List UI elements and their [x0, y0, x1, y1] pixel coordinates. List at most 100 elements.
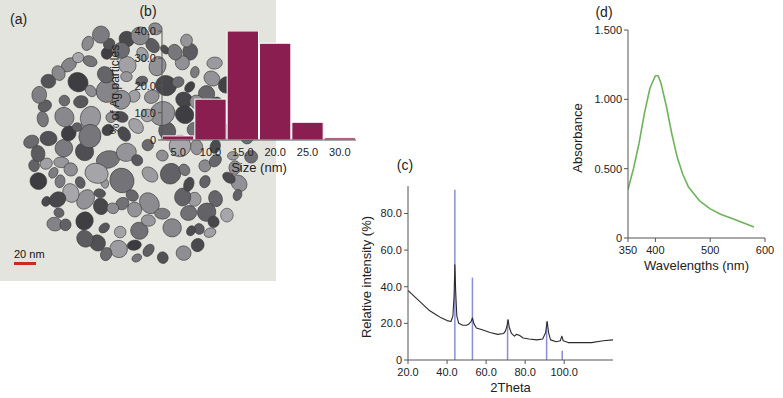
x-axis [162, 140, 356, 141]
bar [163, 136, 194, 140]
particle [83, 83, 99, 99]
y-tick-label: 20.0 [381, 317, 402, 329]
particle [221, 208, 234, 222]
particle [206, 214, 221, 229]
x-tick-label: 10.0 [200, 146, 221, 158]
y-tick-label: 20.0 [135, 80, 156, 92]
x-tick-label: 80.0 [514, 366, 535, 378]
uvvis-panel: 0 0.500 1.000 1.500 350 400 500 600 Wavelengths … [570, 4, 774, 273]
bar [195, 99, 226, 140]
particle [155, 208, 171, 219]
y-tick [404, 250, 408, 251]
x-tick [408, 360, 409, 364]
particle [198, 174, 212, 189]
bar [227, 31, 258, 140]
x-axis-label: Wavelengths (nm) [644, 258, 749, 273]
x-tick-label: 5.0 [171, 146, 186, 158]
bar [292, 122, 323, 140]
particle [106, 202, 120, 215]
particle [140, 214, 156, 228]
y-tick-label: 1.500 [594, 24, 622, 36]
y-tick-label: 0 [616, 232, 622, 244]
x-tick [564, 360, 565, 364]
particle [97, 221, 111, 235]
scale-bar [14, 262, 36, 265]
y-tick-label: 0 [150, 134, 156, 146]
y-axis-label: Absorbance [570, 103, 585, 172]
y-tick [158, 31, 162, 32]
particle [131, 252, 143, 263]
y-axis [408, 186, 409, 360]
x-tick-label: 20.0 [264, 146, 285, 158]
y-tick [624, 168, 628, 169]
y-tick-label: 0.500 [594, 163, 622, 175]
data-line [628, 76, 754, 227]
particle [27, 169, 51, 193]
particle [183, 80, 197, 95]
y-tick [404, 360, 408, 361]
particle [71, 51, 84, 64]
x-tick-label: 400 [646, 244, 664, 256]
uvvis-data [628, 76, 754, 227]
particle [120, 71, 132, 82]
particle [141, 242, 157, 259]
particle [81, 54, 98, 69]
x-tick [447, 360, 448, 364]
x-tick-label: 500 [701, 244, 719, 256]
particle [83, 161, 111, 187]
x-tick-label: 60.0 [475, 366, 496, 378]
y-tick-label: 1.000 [594, 93, 622, 105]
panel-label: (a) [10, 11, 27, 27]
reference-stick [561, 351, 563, 360]
particle [73, 209, 97, 233]
x-axis-label: 2Theta [490, 380, 531, 395]
xrd-data [408, 190, 613, 360]
particle [203, 226, 218, 239]
particle [185, 224, 198, 237]
particle [182, 176, 196, 193]
y-tick-label: 40.0 [135, 25, 156, 37]
particle [180, 33, 194, 48]
x-tick [765, 238, 766, 242]
data-line [408, 265, 613, 343]
particle [91, 25, 110, 44]
particle [30, 145, 46, 163]
particle [171, 75, 186, 89]
particle [129, 152, 145, 168]
y-tick [624, 99, 628, 100]
x-tick-label: 15.0 [232, 146, 253, 158]
x-tick [525, 360, 526, 364]
particle [57, 94, 71, 108]
x-axis [408, 360, 613, 361]
y-tick [404, 323, 408, 324]
x-tick-label: 350 [619, 244, 637, 256]
particle [190, 66, 201, 79]
y-axis [628, 30, 629, 238]
particle [99, 246, 114, 262]
particle [50, 64, 68, 83]
y-tick-label: 30.0 [135, 52, 156, 64]
x-tick-label: 600 [756, 244, 774, 256]
x-tick-label: 100.0 [550, 366, 578, 378]
y-tick [404, 286, 408, 287]
particle [126, 239, 142, 251]
x-tick-label: 20.0 [397, 366, 418, 378]
particle [59, 218, 72, 232]
particle [72, 94, 89, 109]
particle [156, 250, 170, 265]
particle [166, 42, 184, 62]
histogram-panel: 010.020.030.040.05.010.015.020.025.030.0… [108, 3, 356, 175]
particle [73, 227, 96, 250]
particle [177, 162, 192, 178]
bar [260, 43, 291, 140]
panel-label: (d) [595, 4, 612, 20]
particle [126, 201, 143, 218]
y-axis-label: Relative intensity (%) [359, 216, 374, 338]
xrd-panel: 020.040.060.080.020.040.060.080.0100.02T… [359, 157, 613, 395]
x-axis [628, 238, 765, 239]
particle [124, 187, 141, 203]
particle [93, 188, 106, 199]
x-tick [655, 238, 656, 242]
y-axis-label: % of Ag particles [108, 45, 122, 134]
y-tick [404, 213, 408, 214]
